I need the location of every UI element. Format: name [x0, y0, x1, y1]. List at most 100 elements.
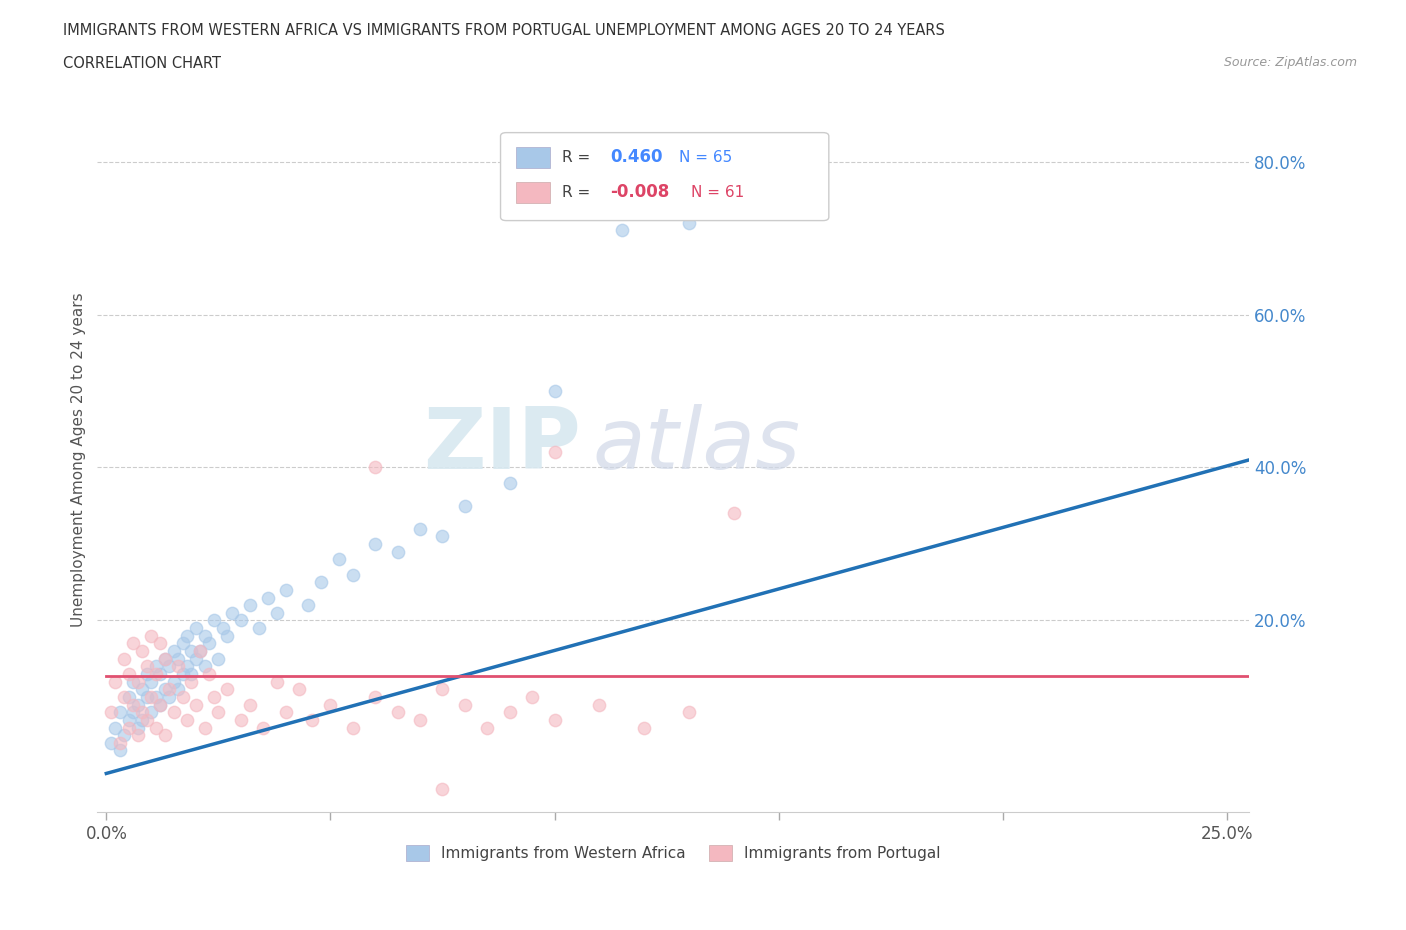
Point — [127, 728, 149, 743]
Point — [454, 698, 477, 712]
Point — [207, 705, 229, 720]
Legend: Immigrants from Western Africa, Immigrants from Portugal: Immigrants from Western Africa, Immigran… — [401, 839, 946, 868]
Point — [176, 629, 198, 644]
Point — [633, 720, 655, 735]
Point — [297, 598, 319, 613]
Point — [135, 667, 157, 682]
Point — [212, 620, 235, 635]
Point — [723, 506, 745, 521]
Point — [162, 644, 184, 658]
Point — [247, 620, 270, 635]
Point — [364, 460, 387, 475]
Point — [112, 689, 135, 704]
Point — [252, 720, 274, 735]
Point — [364, 689, 387, 704]
Point — [145, 659, 167, 674]
FancyBboxPatch shape — [501, 133, 828, 220]
Point — [499, 475, 522, 490]
Point — [149, 667, 172, 682]
Text: CORRELATION CHART: CORRELATION CHART — [63, 56, 221, 71]
Point — [274, 582, 297, 597]
Point — [520, 689, 543, 704]
Point — [217, 629, 239, 644]
Point — [153, 682, 176, 697]
Text: ZIP: ZIP — [423, 405, 581, 487]
Point — [409, 521, 432, 536]
Point — [610, 223, 633, 238]
Point — [131, 644, 153, 658]
Point — [239, 598, 262, 613]
Point — [190, 644, 212, 658]
Point — [122, 636, 145, 651]
Point — [145, 667, 167, 682]
Point — [364, 537, 387, 551]
Point — [274, 705, 297, 720]
Point — [217, 682, 239, 697]
Text: IMMIGRANTS FROM WESTERN AFRICA VS IMMIGRANTS FROM PORTUGAL UNEMPLOYMENT AMONG AG: IMMIGRANTS FROM WESTERN AFRICA VS IMMIGR… — [63, 23, 945, 38]
Point — [139, 629, 162, 644]
Point — [432, 781, 454, 796]
Point — [112, 651, 135, 666]
Text: 0.460: 0.460 — [610, 148, 662, 166]
Point — [172, 689, 194, 704]
Point — [229, 613, 252, 628]
Point — [301, 712, 323, 727]
Point — [256, 590, 278, 604]
Text: Source: ZipAtlas.com: Source: ZipAtlas.com — [1223, 56, 1357, 69]
Point — [221, 605, 243, 620]
Point — [162, 705, 184, 720]
Point — [678, 215, 700, 230]
Point — [131, 705, 153, 720]
Point — [180, 667, 202, 682]
Point — [198, 636, 221, 651]
Point — [122, 674, 145, 689]
Point — [172, 667, 194, 682]
Point — [157, 689, 180, 704]
Point — [184, 651, 207, 666]
Point — [207, 651, 229, 666]
Point — [176, 659, 198, 674]
Text: R =: R = — [561, 185, 591, 200]
Point — [239, 698, 262, 712]
Point — [100, 705, 122, 720]
Text: N = 65: N = 65 — [679, 150, 733, 165]
Point — [157, 682, 180, 697]
Point — [266, 605, 288, 620]
Point — [118, 689, 141, 704]
Point — [342, 720, 364, 735]
Text: R =: R = — [561, 150, 591, 165]
Point — [432, 682, 454, 697]
Point — [135, 689, 157, 704]
Text: N = 61: N = 61 — [690, 185, 744, 200]
Point — [319, 698, 342, 712]
Point — [149, 636, 172, 651]
Point — [342, 567, 364, 582]
Point — [387, 544, 409, 559]
Point — [118, 720, 141, 735]
Bar — [516, 182, 550, 203]
Point — [108, 743, 131, 758]
Bar — [516, 147, 550, 167]
Point — [127, 674, 149, 689]
Point — [122, 698, 145, 712]
Point — [108, 736, 131, 751]
Point — [162, 674, 184, 689]
Y-axis label: Unemployment Among Ages 20 to 24 years: Unemployment Among Ages 20 to 24 years — [72, 293, 86, 627]
Point — [190, 644, 212, 658]
Point — [454, 498, 477, 513]
Point — [127, 698, 149, 712]
Point — [194, 720, 217, 735]
Point — [157, 659, 180, 674]
Point — [184, 620, 207, 635]
Point — [543, 712, 565, 727]
Point — [409, 712, 432, 727]
Point — [149, 698, 172, 712]
Point — [104, 674, 127, 689]
Point — [180, 674, 202, 689]
Point — [543, 445, 565, 459]
Point — [145, 720, 167, 735]
Point — [108, 705, 131, 720]
Point — [432, 529, 454, 544]
Point — [135, 659, 157, 674]
Point — [112, 728, 135, 743]
